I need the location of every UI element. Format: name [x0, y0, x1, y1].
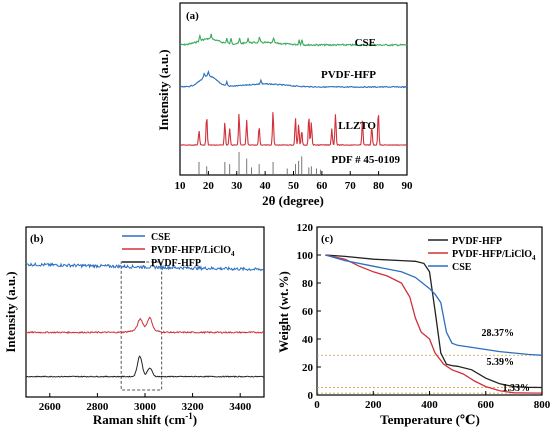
panel-c-y-axis-title: Weight (wt.%) [276, 271, 291, 353]
legend-label-pvdf-hfp-liclo4: PVDF-HFP/LiClO4 [452, 249, 536, 262]
panel-b-legend: CSE PVDF-HFP/LiClO4 PVDF-HFP [122, 232, 235, 269]
series-line-pvdf-hfp [325, 254, 543, 389]
panel-c-y-ticks: 0 20 40 60 80 100 120 [297, 222, 321, 402]
panel-a-series-label-pvdf-hfp: PVDF-HFP [321, 69, 376, 81]
legend-label-pvdf-hfp-liclo4: PVDF-HFP/LiClO4 [151, 245, 235, 258]
x-tick-label: 200 [365, 399, 382, 411]
panel-a-x-axis-title: 2θ (degree) [262, 193, 324, 208]
x-tick-label: 30 [231, 180, 243, 192]
y-tick-label: 20 [302, 362, 314, 374]
series-line-cse [325, 254, 543, 356]
x-tick-label: 40 [260, 180, 272, 192]
x-tick-label: 0 [314, 399, 320, 411]
x-tick-label: 3000 [134, 401, 157, 413]
series-line-pvdf-hfp-liclo4 [325, 254, 543, 394]
legend-label-pvdf-hfp: PVDF-HFP [452, 236, 502, 247]
x-tick-label: 400 [421, 399, 438, 411]
x-tick-label: 2800 [86, 401, 109, 413]
y-tick-label: 120 [297, 222, 314, 234]
panel-c-label: (c) [321, 233, 334, 245]
y-tick-label: 40 [302, 334, 314, 346]
panel-b-label: (b) [30, 233, 44, 245]
x-tick-label: 2600 [39, 401, 62, 413]
panel-a-series-label-pdf: PDF # 45-0109 [331, 154, 400, 166]
x-tick-label: 10 [175, 180, 187, 192]
panel-a-series [179, 33, 408, 174]
panel-a-frame [179, 2, 408, 176]
panel-c-x-ticks: 0 200 400 600 800 [314, 391, 550, 411]
y-tick-label: 60 [302, 306, 314, 318]
panel-b-y-axis-title: Intensity (a.u.) [3, 271, 18, 352]
panel-b-x-ticks: 2600 2800 3000 3200 3400 [39, 393, 252, 413]
annotation-28-37: 28.37% [482, 328, 515, 339]
x-tick-label: 50 [288, 180, 300, 192]
panel-a-series-label-cse: CSE [355, 37, 376, 49]
x-tick-label: 3200 [182, 401, 205, 413]
y-tick-label: 100 [297, 250, 314, 262]
legend-label-pvdf-hfp: PVDF-HFP [151, 258, 201, 269]
x-tick-label: 3400 [229, 401, 252, 413]
x-tick-label: 60 [316, 180, 328, 192]
panel-a-x-ticks: 10 20 30 40 50 60 70 80 90 [175, 171, 414, 192]
legend-label-cse: CSE [452, 262, 472, 273]
annotation-5-39: 5.39% [487, 357, 515, 368]
y-tick-label: 80 [302, 278, 314, 290]
x-tick-label: 800 [534, 399, 550, 411]
legend-label-cse: CSE [151, 232, 171, 243]
series-line-pvdf-hfp [179, 69, 408, 89]
panel-c-tga: (c) 0 200 400 600 800 0 20 40 60 80 100 120 PVDF-H… [276, 222, 550, 427]
series-line-pvdf-hfp [26, 355, 264, 378]
series-line-pvdf-hfp-liclo4 [25, 316, 264, 335]
panel-a-series-label-llzto: LLZTO [338, 120, 376, 132]
series-line-cse [179, 33, 408, 47]
x-tick-label: 80 [373, 180, 385, 192]
panel-c-legend: PVDF-HFP PVDF-HFP/LiClO4 CSE [428, 236, 536, 273]
x-tick-label: 70 [345, 180, 357, 192]
panel-a-xrd: (a) 10 20 30 40 50 60 70 80 90 CSE PVDF-HFP LLZT… [156, 2, 414, 208]
panel-b-highlight-box [120, 261, 163, 391]
x-tick-label: 600 [478, 399, 495, 411]
annotation-1-33: 1.33% [503, 383, 531, 394]
series-line-cse [25, 261, 265, 272]
panel-b-x-axis-title: Raman shift (cm-1) [93, 411, 197, 427]
x-tick-label: 90 [402, 180, 414, 192]
panel-b-raman: (b) 2600 2800 3000 3200 3400 CSE PVDF-HFP/Li… [3, 226, 265, 427]
panel-c-x-axis-title: Temperature (℃) [380, 412, 480, 427]
y-tick-label: 0 [308, 390, 314, 402]
panel-a-label: (a) [186, 10, 199, 22]
panel-b-series [25, 261, 265, 378]
x-tick-label: 20 [203, 180, 215, 192]
panel-c-series [325, 254, 543, 394]
panel-a-y-axis-title: Intensity (a.u.) [156, 49, 171, 130]
series-line-llzto [179, 112, 408, 146]
